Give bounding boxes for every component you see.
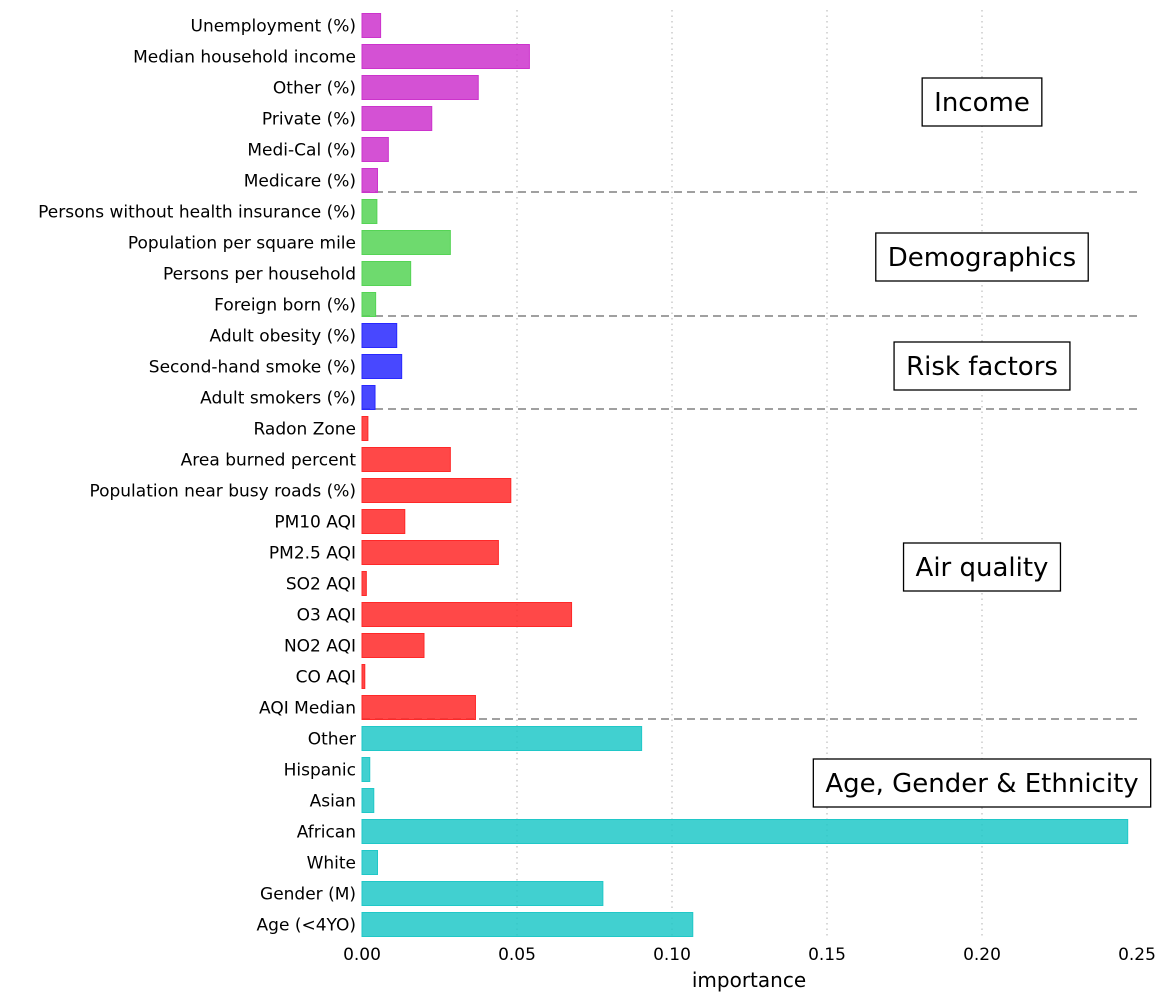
x-tick-labels: 0.00 0.05 0.10 0.15 0.20 0.25 bbox=[343, 945, 1156, 965]
bar bbox=[361, 137, 389, 162]
bar bbox=[361, 106, 433, 131]
group-label: Age, Gender & Ethnicity bbox=[825, 769, 1138, 799]
bar bbox=[361, 819, 1129, 844]
bar bbox=[361, 261, 412, 286]
bar bbox=[361, 726, 643, 751]
category-label: PM10 AQI bbox=[274, 513, 356, 533]
bar bbox=[361, 354, 403, 379]
category-label: Private (%) bbox=[262, 110, 356, 130]
bar bbox=[361, 881, 604, 906]
category-label: PM2.5 AQI bbox=[269, 544, 356, 564]
group-label: Demographics bbox=[888, 243, 1076, 273]
x-axis-label: importance bbox=[692, 968, 806, 992]
bar bbox=[361, 75, 479, 100]
group-label: Risk factors bbox=[906, 352, 1058, 382]
bar bbox=[361, 447, 451, 472]
bar bbox=[361, 478, 512, 503]
category-label: CO AQI bbox=[296, 668, 356, 688]
category-label: AQI Median bbox=[259, 699, 356, 719]
category-label: Asian bbox=[310, 792, 356, 812]
bar bbox=[361, 695, 476, 720]
bar bbox=[361, 509, 406, 534]
x-tick-label: 0.00 bbox=[343, 945, 381, 965]
bar bbox=[361, 540, 499, 565]
category-label: Population per square mile bbox=[128, 234, 356, 254]
category-label: Foreign born (%) bbox=[214, 296, 356, 316]
category-label: Medi-Cal (%) bbox=[247, 141, 356, 161]
category-label: Persons per household bbox=[163, 265, 356, 285]
group-label: Air quality bbox=[916, 553, 1049, 583]
category-label: Area burned percent bbox=[181, 451, 357, 471]
bar bbox=[361, 44, 530, 69]
x-tick-label: 0.15 bbox=[808, 945, 846, 965]
category-label: White bbox=[307, 854, 356, 874]
category-label: Other (%) bbox=[273, 79, 356, 99]
group-label-box bbox=[902, 542, 1062, 592]
group-label-box bbox=[875, 232, 1089, 282]
bar bbox=[361, 385, 376, 410]
group-label-box bbox=[812, 758, 1152, 808]
category-label: Adult smokers (%) bbox=[200, 389, 356, 409]
bar bbox=[361, 633, 425, 658]
bar bbox=[361, 571, 367, 596]
category-label: O3 AQI bbox=[297, 606, 356, 626]
bars bbox=[361, 13, 1129, 937]
category-label: Second-hand smoke (%) bbox=[149, 358, 356, 378]
category-label: African bbox=[297, 823, 356, 843]
x-tick-label: 0.10 bbox=[653, 945, 691, 965]
x-tick-label: 0.05 bbox=[498, 945, 536, 965]
bar bbox=[361, 323, 398, 348]
category-label: Unemployment (%) bbox=[191, 17, 357, 37]
category-label: NO2 AQI bbox=[284, 637, 356, 657]
category-label: Adult obesity (%) bbox=[210, 327, 356, 347]
category-labels: Unemployment (%) Median household income O… bbox=[38, 17, 356, 936]
category-label: Other bbox=[308, 730, 356, 750]
group-label: Income bbox=[934, 88, 1030, 118]
bar bbox=[361, 199, 378, 224]
category-label: Hispanic bbox=[284, 761, 356, 781]
group-label-box bbox=[893, 341, 1071, 391]
category-label: Radon Zone bbox=[253, 420, 356, 440]
category-label: Age (<4YO) bbox=[257, 916, 356, 936]
bar bbox=[361, 230, 451, 255]
category-label: Persons without health insurance (%) bbox=[38, 203, 356, 223]
bar bbox=[361, 912, 694, 937]
bar bbox=[361, 850, 378, 875]
bar bbox=[361, 757, 371, 782]
grid-lines bbox=[516, 10, 983, 939]
bar bbox=[361, 602, 573, 627]
category-label: Medicare (%) bbox=[244, 172, 356, 192]
category-label: SO2 AQI bbox=[286, 575, 356, 595]
x-tick-label: 0.25 bbox=[1118, 945, 1156, 965]
category-label: Gender (M) bbox=[260, 885, 356, 905]
bar bbox=[361, 168, 378, 193]
category-label: Population near busy roads (%) bbox=[89, 482, 356, 502]
group-labels: Income Demographics Risk factors Air qualit… bbox=[812, 77, 1152, 808]
bar bbox=[361, 292, 377, 317]
group-label-box bbox=[921, 77, 1043, 127]
bar bbox=[361, 13, 382, 38]
category-label: Median household income bbox=[133, 48, 356, 68]
bar bbox=[361, 416, 369, 441]
bar bbox=[361, 664, 366, 689]
bar bbox=[361, 788, 375, 813]
x-tick-label: 0.20 bbox=[963, 945, 1001, 965]
